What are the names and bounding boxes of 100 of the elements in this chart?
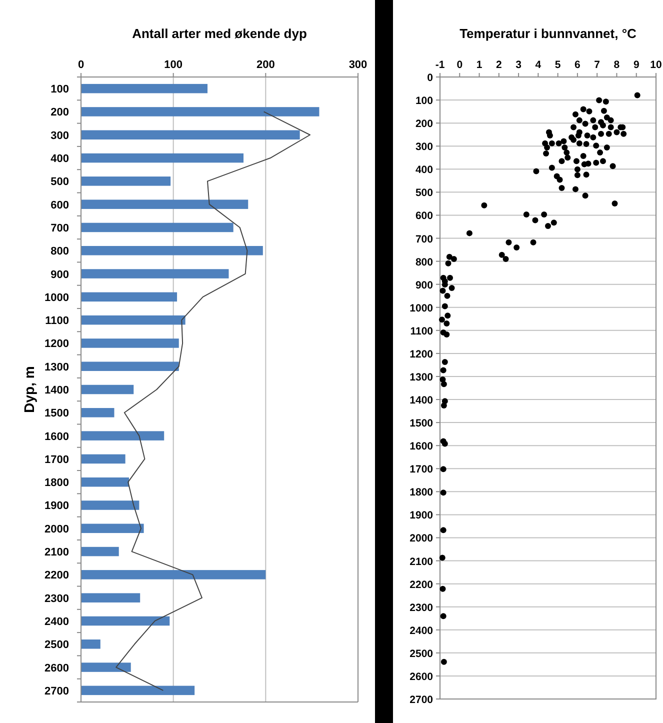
chart-title: Antall arter med økende dyp [132, 26, 307, 41]
y-tick-label: 2100 [44, 546, 69, 559]
y-tick-label: 100 [415, 95, 434, 108]
y-tick-label: 1000 [44, 292, 69, 304]
x-tick-label: 100 [164, 59, 183, 71]
y-tick-label: 2700 [44, 685, 69, 698]
y-tick-label: 1700 [44, 454, 69, 466]
x-tick-label: 6 [574, 59, 581, 71]
y-tick-label: 1500 [410, 418, 434, 430]
x-tick-label: 8 [614, 59, 620, 71]
y-tick-label: 1100 [410, 325, 434, 338]
y-tick-label: 500 [415, 187, 434, 200]
bar [81, 176, 171, 186]
bar [81, 454, 126, 464]
y-tick-label: 700 [50, 222, 69, 234]
y-tick-label: 2300 [410, 602, 434, 614]
y-tick-label: 100 [50, 84, 69, 96]
bar [81, 384, 134, 394]
bar [81, 315, 186, 325]
y-tick-label: 1600 [410, 440, 434, 453]
y-tick-label: 1900 [44, 500, 69, 512]
y-tick-label: 1400 [410, 394, 434, 407]
bar [81, 593, 140, 602]
y-tick-label: 300 [50, 130, 69, 142]
bar [81, 477, 130, 487]
y-tick-label: 2000 [410, 532, 434, 545]
y-tick-label: 1200 [44, 338, 69, 350]
y-tick-label: 1600 [44, 430, 69, 443]
bar [81, 616, 170, 626]
y-tick-label: 200 [50, 106, 69, 119]
y-tick-label: 800 [415, 256, 434, 268]
y-tick-label: 600 [415, 210, 434, 222]
y-tick-label: 1900 [410, 510, 434, 522]
y-tick-label: 2700 [410, 694, 434, 706]
y-tick-label: 300 [415, 141, 434, 154]
bar [81, 292, 178, 302]
bar [81, 640, 100, 649]
bar [81, 546, 119, 556]
y-tick-label: 400 [415, 164, 434, 176]
bar [81, 408, 114, 418]
bar [81, 130, 300, 140]
y-tick-label: 2500 [410, 648, 434, 660]
y-tick-label: 1300 [410, 371, 434, 384]
bar [81, 338, 179, 348]
bar [81, 500, 140, 510]
bar [81, 84, 208, 94]
y-tick-label: 1700 [410, 464, 434, 476]
y-tick-label: 2200 [410, 578, 434, 591]
y-tick-label: 0 [427, 72, 434, 84]
y-tick-label: 1400 [44, 384, 69, 396]
bar [81, 570, 266, 580]
x-tick-label: 10 [650, 59, 662, 71]
y-tick-label: 1800 [410, 486, 434, 499]
bar [81, 662, 131, 672]
y-tick-label: 1100 [45, 315, 69, 328]
y-tick-label: 900 [50, 268, 69, 281]
bar [81, 269, 229, 278]
x-tick-label: -1 [435, 59, 445, 71]
y-tick-label: 500 [50, 176, 69, 188]
x-tick-label: 0 [456, 59, 463, 71]
y-tick-label: 2300 [44, 592, 69, 605]
x-tick-label: 7 [594, 59, 600, 71]
y-tick-label: 1800 [44, 477, 69, 490]
y-tick-label: 2200 [44, 570, 69, 582]
bar [81, 107, 320, 116]
y-tick-label: 1000 [410, 302, 434, 314]
bar [81, 686, 195, 696]
x-tick-label: 9 [633, 59, 640, 71]
bar [81, 524, 144, 534]
y-tick-label: 1200 [410, 348, 434, 360]
bar [81, 246, 263, 256]
y-axis-title: Dyp, m [21, 366, 37, 413]
x-tick-label: 5 [554, 59, 561, 71]
bar [81, 431, 164, 440]
bar [81, 362, 179, 371]
bar [81, 222, 234, 232]
y-tick-label: 2000 [44, 523, 69, 536]
y-tick-label: 1300 [44, 361, 69, 374]
bar [81, 153, 244, 163]
x-tick-label: 0 [78, 59, 84, 71]
y-tick-label: 200 [415, 118, 434, 130]
y-tick-label: 600 [50, 199, 69, 212]
y-tick-label: 400 [50, 153, 69, 166]
y-tick-label: 700 [415, 233, 434, 246]
x-tick-label: 200 [256, 59, 275, 71]
x-tick-label: 2 [496, 59, 502, 71]
y-tick-label: 2100 [410, 556, 434, 568]
chart-title: Temperatur i bunnvannet, °C [460, 26, 638, 41]
y-tick-label: 2400 [410, 624, 434, 637]
y-tick-label: 800 [50, 246, 69, 258]
y-tick-label: 2600 [410, 670, 434, 683]
x-tick-label: 1 [476, 59, 482, 71]
y-tick-label: 2400 [44, 616, 69, 628]
y-tick-label: 900 [415, 279, 434, 292]
y-tick-label: 2500 [44, 639, 69, 652]
x-tick-label: 300 [348, 59, 368, 71]
y-tick-label: 1500 [44, 408, 69, 420]
x-tick-label: 3 [516, 59, 522, 71]
x-tick-label: 4 [535, 59, 542, 71]
y-tick-label: 2600 [44, 662, 69, 674]
